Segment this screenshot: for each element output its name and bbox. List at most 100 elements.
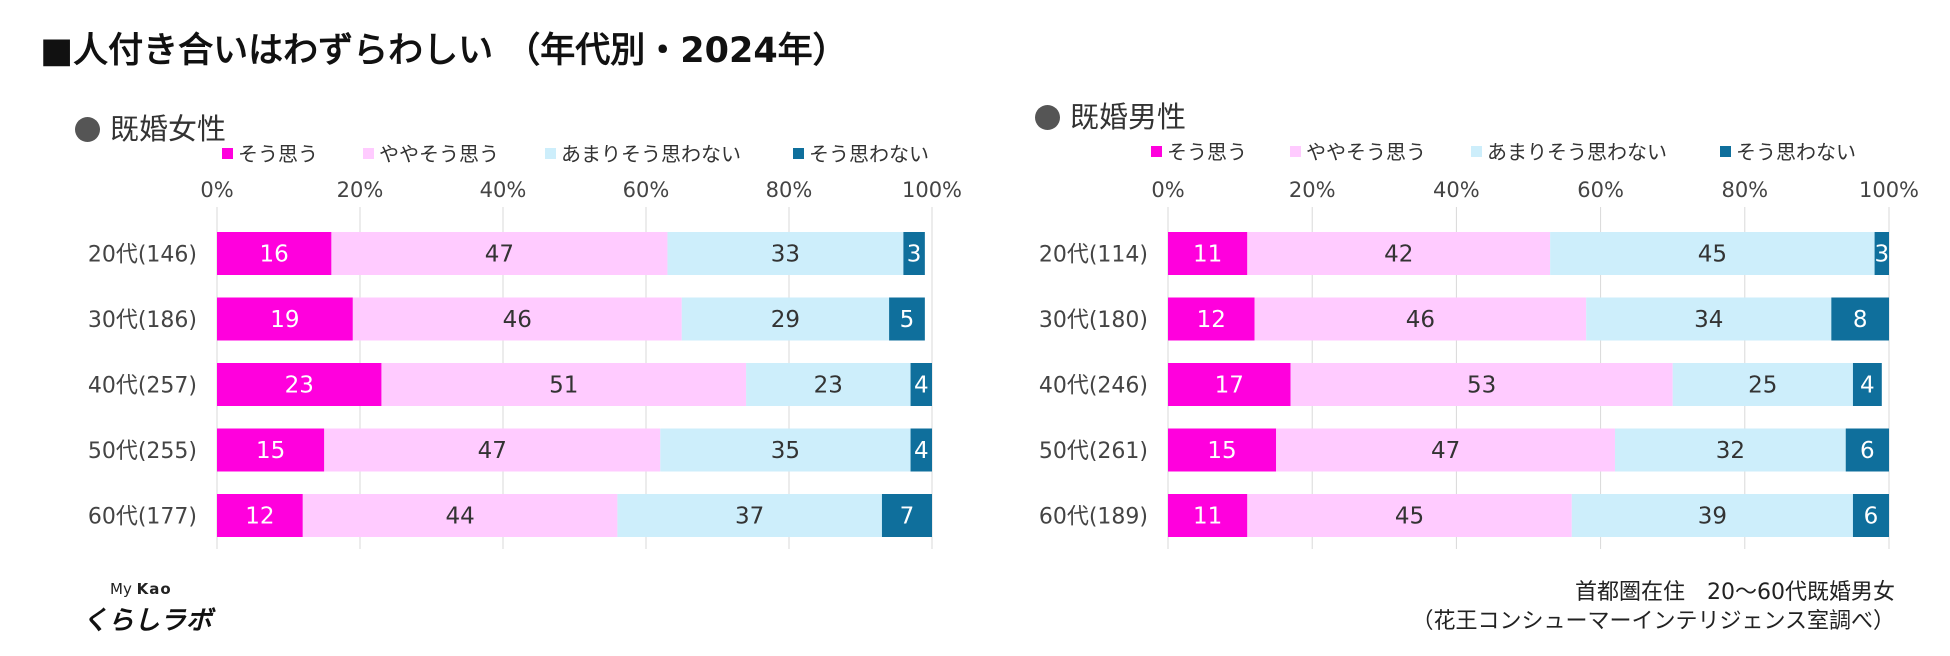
data-label: 34: [1694, 307, 1723, 333]
data-label: 15: [256, 438, 285, 464]
legend-swatch: [363, 148, 374, 159]
x-tick-label: 20%: [1289, 178, 1336, 202]
bar-segment: [910, 428, 932, 472]
bar-segment: [1831, 297, 1889, 341]
bar-segment: [667, 232, 904, 275]
data-label: 46: [1406, 307, 1435, 333]
legend-swatch: [545, 148, 556, 159]
legend-swatch: [793, 148, 804, 159]
data-label: 32: [1716, 438, 1745, 464]
legend-swatch: [1720, 146, 1731, 157]
bar-segment: [1168, 494, 1248, 537]
legend-label: そう思う: [1167, 140, 1247, 164]
data-label: 46: [503, 307, 532, 333]
x-tick-label: 100%: [902, 178, 962, 202]
data-label: 5: [900, 307, 915, 333]
data-label: 7: [900, 504, 915, 530]
bar-segment: [217, 363, 382, 406]
bar-segment: [1672, 363, 1853, 406]
category-label: 40代(257): [88, 374, 197, 399]
data-label: 39: [1698, 504, 1727, 530]
bar-segment: [910, 363, 932, 406]
data-label: 6: [1860, 438, 1875, 464]
bar-segment: [881, 494, 932, 537]
bar-segment: [617, 494, 882, 537]
data-label: 23: [814, 373, 843, 399]
bar-segment: [1168, 297, 1255, 341]
category-label: 30代(180): [1039, 308, 1148, 333]
data-label: 42: [1384, 242, 1413, 268]
panel-title-male: 既婚男性: [1035, 94, 1186, 136]
bar-segment: [217, 428, 325, 472]
category-label: 50代(261): [1039, 439, 1148, 464]
bar-segment: [324, 428, 661, 472]
category-label: 60代(177): [88, 505, 197, 530]
data-label: 45: [1395, 504, 1424, 530]
legend-label: あまりそう思わない: [561, 142, 741, 166]
logo-prefix: My: [110, 580, 132, 598]
bar-segment: [1290, 363, 1673, 406]
bar-segment: [1168, 428, 1277, 472]
data-label: 47: [485, 242, 514, 268]
bar-segment: [1874, 232, 1889, 275]
legend-swatch: [1471, 146, 1482, 157]
bar-segment: [217, 232, 332, 275]
bar-segment: [381, 363, 747, 406]
panel-title-female: 既婚女性: [75, 106, 226, 148]
legend-swatch: [1290, 146, 1301, 157]
bar-segment: [331, 232, 668, 275]
bullet-dot-icon: [75, 117, 100, 142]
x-tick-label: 80%: [1721, 178, 1768, 202]
bar-segment: [1852, 494, 1889, 537]
legend-label: ややそう思う: [1306, 140, 1426, 164]
bar-segment: [746, 363, 911, 406]
data-label: 37: [735, 504, 764, 530]
data-label: 51: [549, 373, 578, 399]
survey-note-line1: 首都圏在住 20～60代既婚男女: [1575, 580, 1895, 605]
data-label: 8: [1853, 307, 1868, 333]
data-label: 53: [1467, 373, 1496, 399]
data-label: 33: [771, 242, 800, 268]
logo-brand: Kao: [136, 580, 172, 598]
bar-segment: [1276, 428, 1616, 472]
page-title: ■人付き合いはわずらわしい （年代別・2024年）: [40, 31, 848, 71]
data-label: 23: [285, 373, 314, 399]
data-label: 47: [1431, 438, 1460, 464]
category-label: 40代(246): [1039, 374, 1148, 399]
x-tick-label: 60%: [1577, 178, 1624, 202]
legend-swatch: [1151, 146, 1162, 157]
x-tick-label: 60%: [623, 178, 670, 202]
bar-segment: [1254, 297, 1587, 341]
data-label: 16: [260, 242, 289, 268]
survey-note-line2: （花王コンシューマーインテリジェンス室調べ）: [1411, 609, 1895, 634]
x-tick-label: 40%: [1433, 178, 1480, 202]
bar-segment: [903, 232, 925, 275]
legend-swatch: [222, 148, 233, 159]
bar-segment: [1852, 363, 1882, 406]
logo-top: My Kao: [82, 580, 212, 598]
data-label: 11: [1193, 504, 1222, 530]
bar-segment: [352, 297, 682, 341]
category-label: 50代(255): [88, 439, 197, 464]
data-label: 4: [914, 438, 929, 464]
x-tick-label: 0%: [200, 178, 233, 202]
bar-segment: [217, 494, 303, 537]
data-label: 35: [771, 438, 800, 464]
legend-label: ややそう思う: [379, 142, 499, 166]
category-label: 20代(114): [1039, 243, 1148, 268]
legend-label: そう思わない: [1736, 140, 1856, 164]
data-label: 11: [1193, 242, 1222, 268]
data-label: 4: [914, 373, 929, 399]
bullet-dot-icon: [1035, 105, 1060, 130]
category-label: 30代(186): [88, 308, 197, 333]
x-tick-label: 40%: [480, 178, 527, 202]
data-label: 19: [270, 307, 299, 333]
x-tick-label: 0%: [1151, 178, 1184, 202]
data-label: 3: [907, 242, 922, 268]
data-label: 44: [445, 504, 474, 530]
bar-segment: [660, 428, 911, 472]
bar-segment: [1615, 428, 1846, 472]
bar-segment: [1168, 232, 1248, 275]
data-label: 15: [1207, 438, 1236, 464]
data-label: 17: [1215, 373, 1244, 399]
